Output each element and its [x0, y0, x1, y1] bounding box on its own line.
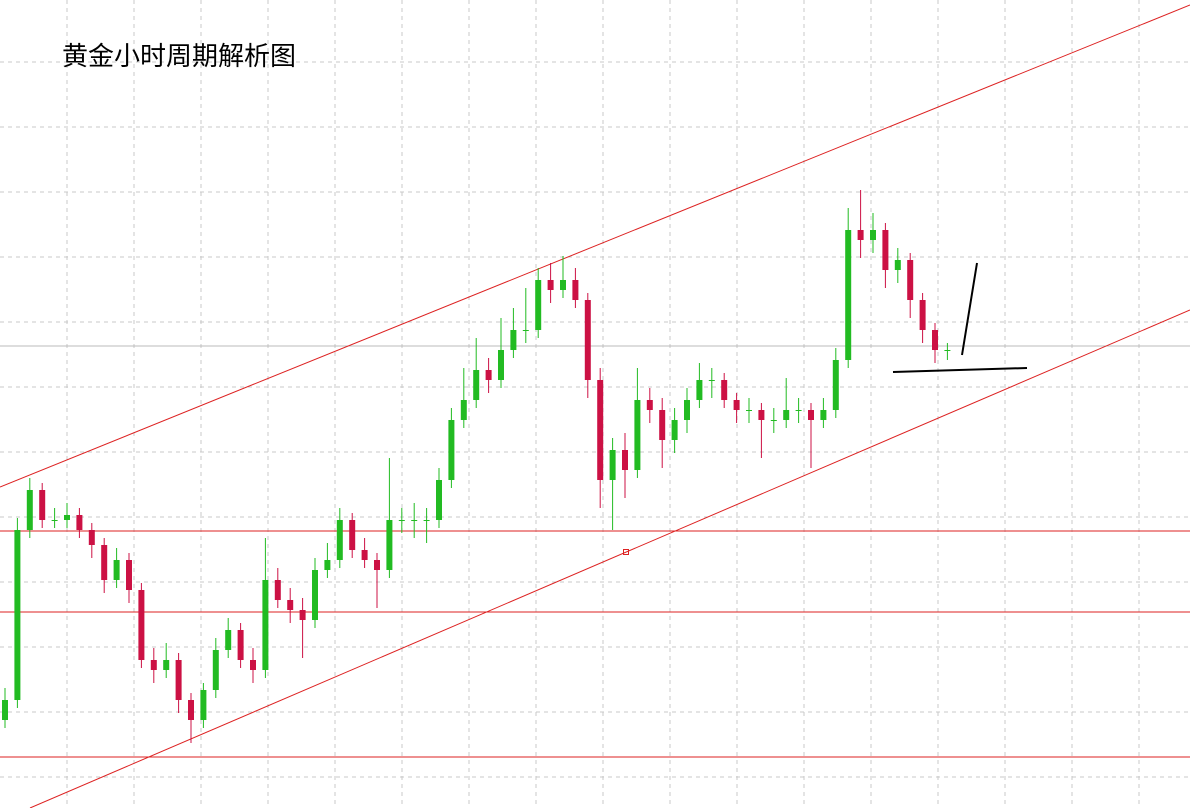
candle-body: [262, 580, 269, 670]
candle-body: [498, 350, 504, 380]
candle-body: [200, 690, 207, 720]
candle-body: [386, 520, 393, 570]
candle-body: [448, 420, 455, 480]
candle-body: [287, 600, 294, 610]
candle-body: [411, 520, 418, 521]
candle-body: [14, 530, 21, 700]
candle-body: [138, 590, 145, 660]
candle-body: [423, 520, 430, 521]
candle-body: [907, 260, 914, 300]
candle-body: [882, 230, 889, 270]
candle-body: [770, 420, 777, 421]
chart-title: 黄金小时周期解析图: [62, 42, 296, 72]
candle-body: [312, 570, 318, 620]
candle-body: [2, 700, 8, 720]
candle-body: [237, 630, 244, 660]
candle-body: [485, 370, 492, 380]
candle-body: [336, 520, 343, 560]
candle-body: [932, 330, 938, 350]
candle-body: [808, 410, 814, 420]
candle-body: [274, 580, 281, 600]
candle-body: [857, 230, 864, 240]
candle-body: [746, 410, 752, 411]
candle-body: [299, 610, 306, 620]
candle-body: [39, 490, 46, 520]
candle-body: [721, 380, 728, 400]
channel-lower: [29, 309, 1190, 808]
candle-body: [150, 660, 157, 670]
candle-body: [584, 300, 591, 380]
candle-body: [374, 560, 380, 570]
candle-body: [820, 410, 827, 420]
anchor-marker: [623, 549, 629, 555]
candle-body: [609, 450, 616, 480]
candle-body: [212, 650, 219, 690]
candle-body: [708, 380, 715, 381]
candle-body: [113, 560, 120, 580]
candle-body: [572, 280, 579, 300]
candle-body: [684, 400, 690, 420]
candle-body: [175, 660, 182, 700]
candle-body: [522, 330, 529, 331]
candle-body: [225, 630, 232, 650]
candle-body: [733, 400, 740, 410]
candle-body: [597, 380, 604, 480]
candle-body: [547, 280, 554, 290]
candle-body: [894, 260, 901, 270]
candle-body: [845, 230, 852, 360]
candle-body: [510, 330, 517, 350]
candle-body: [126, 560, 132, 590]
candle-body: [188, 700, 194, 720]
candle-body: [646, 400, 653, 410]
candle-body: [76, 515, 83, 530]
channel-upper: [0, 4, 1190, 488]
candle-body: [919, 300, 926, 330]
annotation-line: [892, 367, 1028, 373]
candle-body: [870, 230, 876, 240]
candle-body: [560, 280, 566, 290]
candle-body: [696, 380, 703, 400]
candle-body: [436, 480, 442, 520]
candle-body: [460, 400, 467, 420]
candle-body: [26, 490, 33, 530]
candle-body: [101, 545, 108, 580]
candle-body: [659, 410, 666, 440]
candle-body: [783, 410, 790, 420]
candle-body: [250, 660, 256, 670]
candle-body: [634, 400, 641, 470]
candle-body: [163, 660, 170, 670]
candle-body: [535, 280, 542, 330]
candle-body: [398, 520, 405, 521]
candle-body: [324, 560, 331, 570]
candle-body: [473, 370, 480, 400]
candle-body: [758, 410, 765, 420]
candle-body: [671, 420, 678, 440]
candle-body: [88, 530, 95, 545]
candle-body: [944, 350, 951, 351]
candle-body: [64, 515, 70, 520]
candle-body: [622, 450, 628, 470]
candle-body: [832, 360, 839, 410]
candle-body: [51, 520, 58, 521]
candle-body: [349, 520, 356, 550]
candle-body: [795, 410, 802, 411]
candle-body: [361, 550, 368, 560]
annotation-line: [961, 262, 978, 356]
